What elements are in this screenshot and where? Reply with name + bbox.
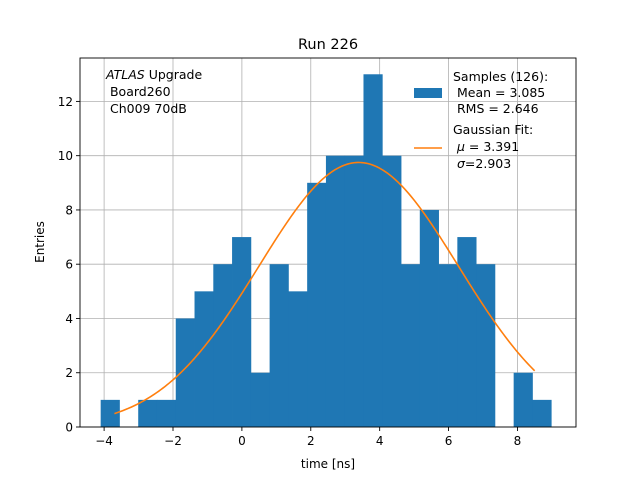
- y-tick-label: 4: [65, 312, 73, 326]
- histogram-bar: [457, 237, 477, 427]
- y-tick-label: 0: [65, 421, 73, 435]
- histogram-bar: [269, 264, 289, 427]
- x-tick-label: 8: [514, 434, 522, 448]
- x-tick-label: 4: [376, 434, 384, 448]
- upgrade-label: Upgrade: [145, 67, 203, 82]
- legend-samples-swatch: [414, 88, 442, 98]
- y-axis-label: Entries: [33, 221, 47, 263]
- histogram-bar: [401, 264, 421, 427]
- mu-value: = 3.391: [465, 139, 519, 154]
- histogram-bar: [213, 264, 233, 427]
- y-tick-label: 12: [58, 95, 73, 109]
- legend-fit-line-3: σ=2.903: [453, 156, 511, 171]
- histogram-bar: [419, 209, 439, 427]
- atlas-annotation-line-1: ATLAS Upgrade: [105, 67, 202, 82]
- histogram-bar: [382, 155, 402, 428]
- histogram-bar: [232, 237, 252, 427]
- histogram-bar: [325, 155, 346, 428]
- mu-symbol: μ: [456, 139, 465, 154]
- histogram-bar: [194, 291, 214, 427]
- histogram-bar: [156, 399, 177, 427]
- histogram-bar: [175, 318, 195, 427]
- sigma-symbol: σ: [457, 156, 466, 171]
- atlas-annotation-line-2: Board260: [106, 84, 171, 99]
- histogram-bar: [250, 372, 271, 427]
- histogram-bar: [532, 399, 552, 427]
- gaussian-fit-curve: [114, 161, 536, 415]
- plot-frame: [79, 57, 577, 428]
- y-tick-label: 6: [65, 258, 73, 272]
- x-tick-label: 2: [307, 434, 315, 448]
- histogram-bar: [476, 264, 496, 427]
- x-axis-label: time [ns]: [301, 457, 355, 471]
- histogram-bar: [288, 291, 308, 427]
- x-tick-label: −4: [95, 434, 113, 448]
- histogram-bar: [513, 372, 533, 427]
- histogram-bars: [100, 74, 552, 428]
- histogram-bar: [307, 182, 327, 427]
- x-axis-ticks: −4 −2 0 2 4 6 8: [95, 427, 521, 448]
- legend-samples-line-2: Mean = 3.085: [453, 85, 545, 100]
- x-tick-label: 0: [238, 434, 246, 448]
- legend-fit-line-1: Gaussian Fit:: [453, 122, 533, 137]
- y-tick-label: 10: [58, 149, 73, 163]
- y-tick-label: 8: [65, 203, 73, 217]
- x-tick-label: −2: [164, 434, 182, 448]
- histogram-bar: [344, 155, 364, 428]
- y-axis-ticks: 0 2 4 6 8 10 12: [58, 95, 80, 435]
- histogram-bar: [100, 399, 120, 427]
- x-tick-label: 6: [445, 434, 453, 448]
- sigma-value: =2.903: [465, 156, 511, 171]
- histogram-bar: [138, 399, 158, 427]
- legend-fit-line-2: μ = 3.391: [453, 139, 519, 154]
- chart-title: Run 226: [298, 37, 358, 53]
- histogram-bar: [363, 74, 383, 427]
- atlas-annotation-line-3: Ch009 70dB: [106, 101, 187, 116]
- atlas-italic-label: ATLAS: [105, 67, 145, 82]
- legend-samples-line-3: RMS = 2.646: [453, 101, 539, 116]
- y-tick-label: 2: [65, 366, 73, 380]
- legend-samples-line-1: Samples (126):: [453, 69, 548, 84]
- histogram-bar: [438, 264, 458, 427]
